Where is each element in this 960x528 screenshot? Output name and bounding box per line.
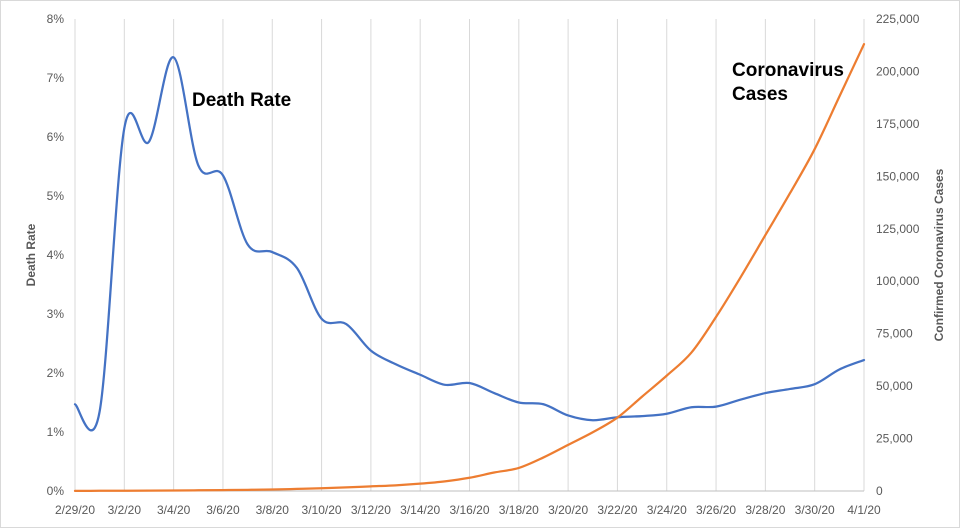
x-tick-label: 3/20/20 (548, 503, 588, 517)
y-right-tick-label: 175,000 (876, 117, 920, 131)
y-left-axis-title: Death Rate (24, 223, 38, 286)
annotation-coronavirus-cases: Coronavirus Cases (732, 60, 844, 105)
labels: Death Rate Confirmed Coronavirus Cases Dea… (24, 60, 946, 341)
y-right-axis-title: Confirmed Coronavirus Cases (932, 168, 946, 341)
y-right-tick-label: 225,000 (876, 12, 920, 26)
y-left-tick-label: 3% (47, 307, 65, 321)
y-left-tick-label: 1% (47, 425, 65, 439)
gridlines (74, 19, 865, 491)
x-tick-label: 3/6/20 (206, 503, 240, 517)
y-right-tick-label: 200,000 (876, 64, 920, 78)
x-tick-label: 2/29/20 (55, 503, 95, 517)
y-right-tick-label: 50,000 (876, 379, 913, 393)
x-tick-label: 3/2/20 (108, 503, 142, 517)
y-right-tick-label: 125,000 (876, 222, 920, 236)
y-left-tick-label: 6% (47, 130, 65, 144)
y-left-tick-label: 8% (47, 12, 65, 26)
y-left-tick-label: 4% (47, 248, 65, 262)
x-tick-label: 3/14/20 (400, 503, 440, 517)
x-tick-label: 3/10/20 (302, 503, 342, 517)
y-right-tick-label: 75,000 (876, 327, 913, 341)
y-right-tick-label: 25,000 (876, 432, 913, 446)
y-left-tick-label: 0% (47, 484, 65, 498)
x-tick-label: 3/16/20 (449, 503, 489, 517)
annotation-death-rate: Death Rate (192, 90, 291, 111)
death-rate-line (73, 56, 866, 432)
y-left-tick-label: 5% (47, 189, 65, 203)
x-tick-label: 3/22/20 (597, 503, 637, 517)
y-left-tick-label: 2% (47, 366, 65, 380)
y-left-tick-label: 7% (47, 71, 65, 85)
y-right-tick-label: 0 (876, 484, 883, 498)
y-right-tick-label: 100,000 (876, 274, 920, 288)
y-right-tick-label: 150,000 (876, 169, 920, 183)
x-tick-label: 3/24/20 (647, 503, 687, 517)
series (73, 43, 866, 492)
coronavirus-cases-line (73, 43, 866, 492)
x-tick-label: 3/30/20 (795, 503, 835, 517)
x-tick-label: 4/1/20 (847, 503, 881, 517)
x-tick-label: 3/4/20 (157, 503, 191, 517)
x-tick-label: 3/8/20 (256, 503, 290, 517)
x-tick-label: 3/26/20 (696, 503, 736, 517)
x-tick-label: 3/18/20 (499, 503, 539, 517)
axes: 0% 1% 2% 3% 4% 5% 6% 7% 8% 0 25,000 50,000 75,000 100… (47, 12, 920, 517)
x-tick-label: 3/12/20 (351, 503, 391, 517)
x-tick-label: 3/28/20 (745, 503, 785, 517)
